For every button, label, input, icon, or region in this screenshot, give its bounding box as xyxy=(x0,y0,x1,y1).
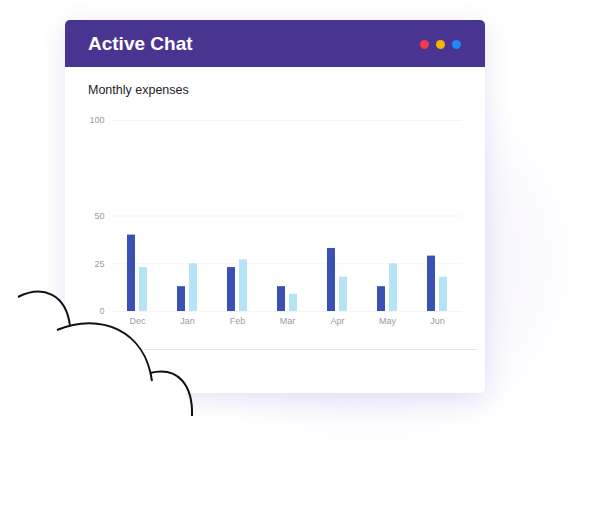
svg-text:Dec: Dec xyxy=(129,316,146,326)
svg-text:25: 25 xyxy=(94,259,104,269)
svg-text:Apr: Apr xyxy=(330,316,344,326)
svg-text:Jun: Jun xyxy=(430,316,445,326)
html-text:Monthly expenses: Monthly expenses xyxy=(88,83,189,97)
svg-text:50: 50 xyxy=(94,211,104,221)
html-text:Active Chat: Active Chat xyxy=(88,33,193,54)
svg-text:Mar: Mar xyxy=(280,316,296,326)
svg-text:0: 0 xyxy=(99,306,104,316)
svg-text:May: May xyxy=(379,316,397,326)
svg-text:Jan: Jan xyxy=(180,316,195,326)
svg-text:Feb: Feb xyxy=(230,316,246,326)
svg-text:100: 100 xyxy=(89,115,104,125)
